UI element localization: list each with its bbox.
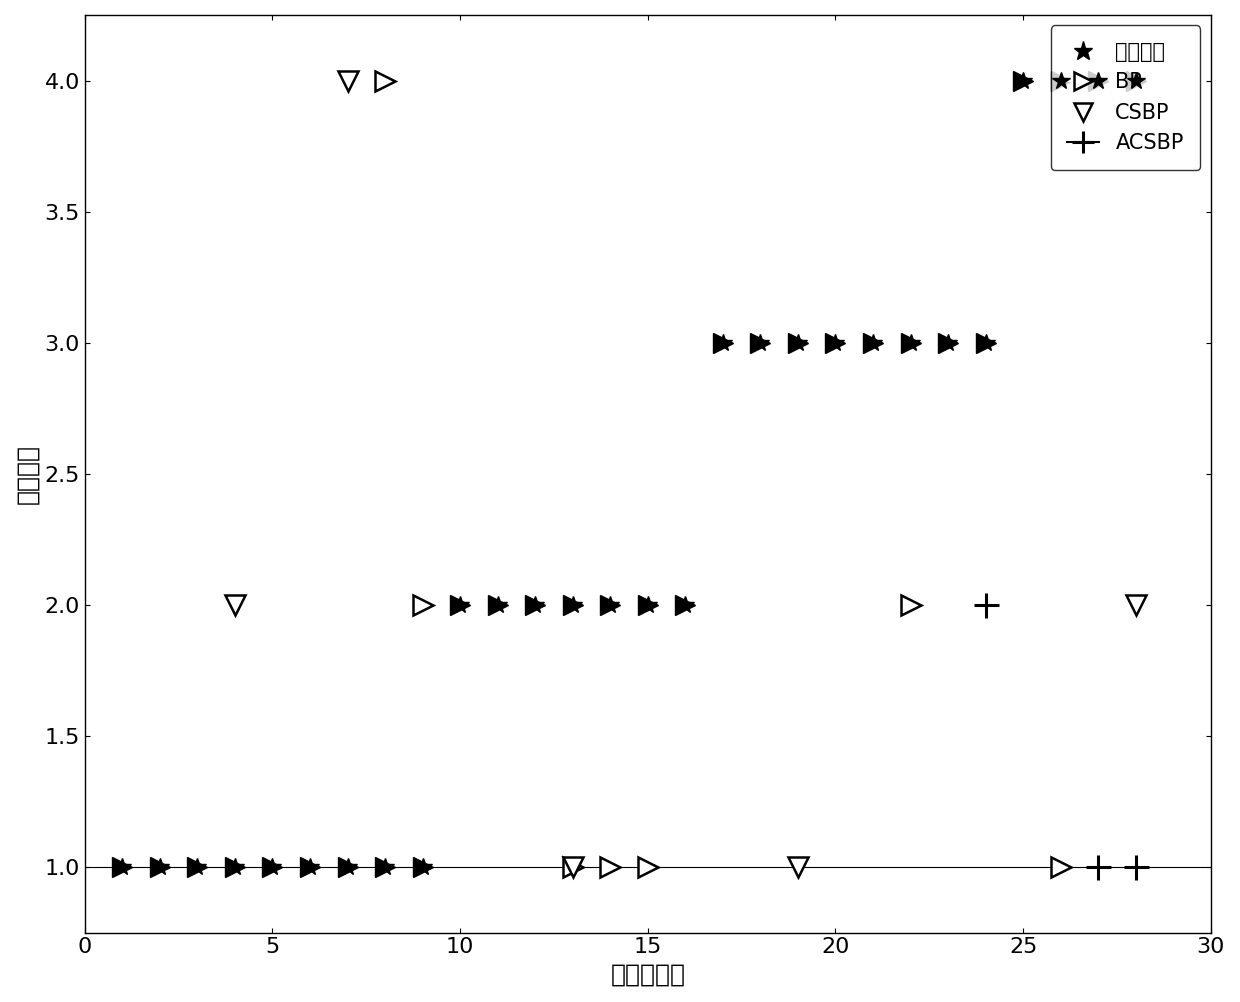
实际故障 bbox=[227, 861, 242, 873]
BP bbox=[603, 861, 618, 873]
Line: CSBP: CSBP bbox=[226, 71, 1146, 877]
实际故障 bbox=[941, 337, 956, 349]
实际故障 bbox=[640, 599, 655, 611]
实际故障 bbox=[1091, 74, 1106, 86]
实际故障 bbox=[678, 599, 693, 611]
实际故障 bbox=[603, 599, 618, 611]
实际故障 bbox=[190, 861, 205, 873]
实际故障 bbox=[303, 861, 317, 873]
实际故障 bbox=[1128, 74, 1143, 86]
BP bbox=[378, 74, 393, 86]
实际故障 bbox=[453, 599, 467, 611]
实际故障 bbox=[153, 861, 167, 873]
实际故障 bbox=[115, 861, 130, 873]
实际故障 bbox=[265, 861, 280, 873]
实际故障 bbox=[565, 599, 580, 611]
实际故障 bbox=[1016, 74, 1030, 86]
BP bbox=[1053, 861, 1068, 873]
BP bbox=[565, 861, 580, 873]
CSBP bbox=[227, 599, 242, 611]
Line: BP: BP bbox=[376, 71, 1070, 877]
BP bbox=[415, 599, 430, 611]
实际故障 bbox=[415, 861, 430, 873]
CSBP bbox=[1128, 599, 1143, 611]
BP bbox=[903, 599, 918, 611]
X-axis label: 测试样本数: 测试样本数 bbox=[610, 963, 686, 987]
实际故障 bbox=[378, 861, 393, 873]
实际故障 bbox=[753, 337, 768, 349]
ACSBP bbox=[1128, 861, 1143, 873]
实际故障 bbox=[978, 337, 993, 349]
CSBP bbox=[790, 861, 805, 873]
Line: 实际故障: 实际故障 bbox=[113, 71, 1145, 876]
CSBP bbox=[565, 861, 580, 873]
实际故障 bbox=[866, 337, 880, 349]
实际故障 bbox=[340, 861, 355, 873]
实际故障 bbox=[490, 599, 505, 611]
ACSBP bbox=[978, 599, 993, 611]
Line: ACSBP: ACSBP bbox=[973, 592, 1148, 880]
实际故障 bbox=[790, 337, 805, 349]
Legend: 实际故障, BP, CSBP, ACSBP: 实际故障, BP, CSBP, ACSBP bbox=[1050, 25, 1200, 170]
实际故障 bbox=[828, 337, 843, 349]
实际故障 bbox=[903, 337, 918, 349]
CSBP bbox=[340, 74, 355, 86]
实际故障 bbox=[715, 337, 730, 349]
实际故障 bbox=[528, 599, 543, 611]
实际故障 bbox=[1053, 74, 1068, 86]
Y-axis label: 故障类型: 故障类型 bbox=[15, 444, 38, 504]
BP bbox=[640, 861, 655, 873]
ACSBP bbox=[1091, 861, 1106, 873]
